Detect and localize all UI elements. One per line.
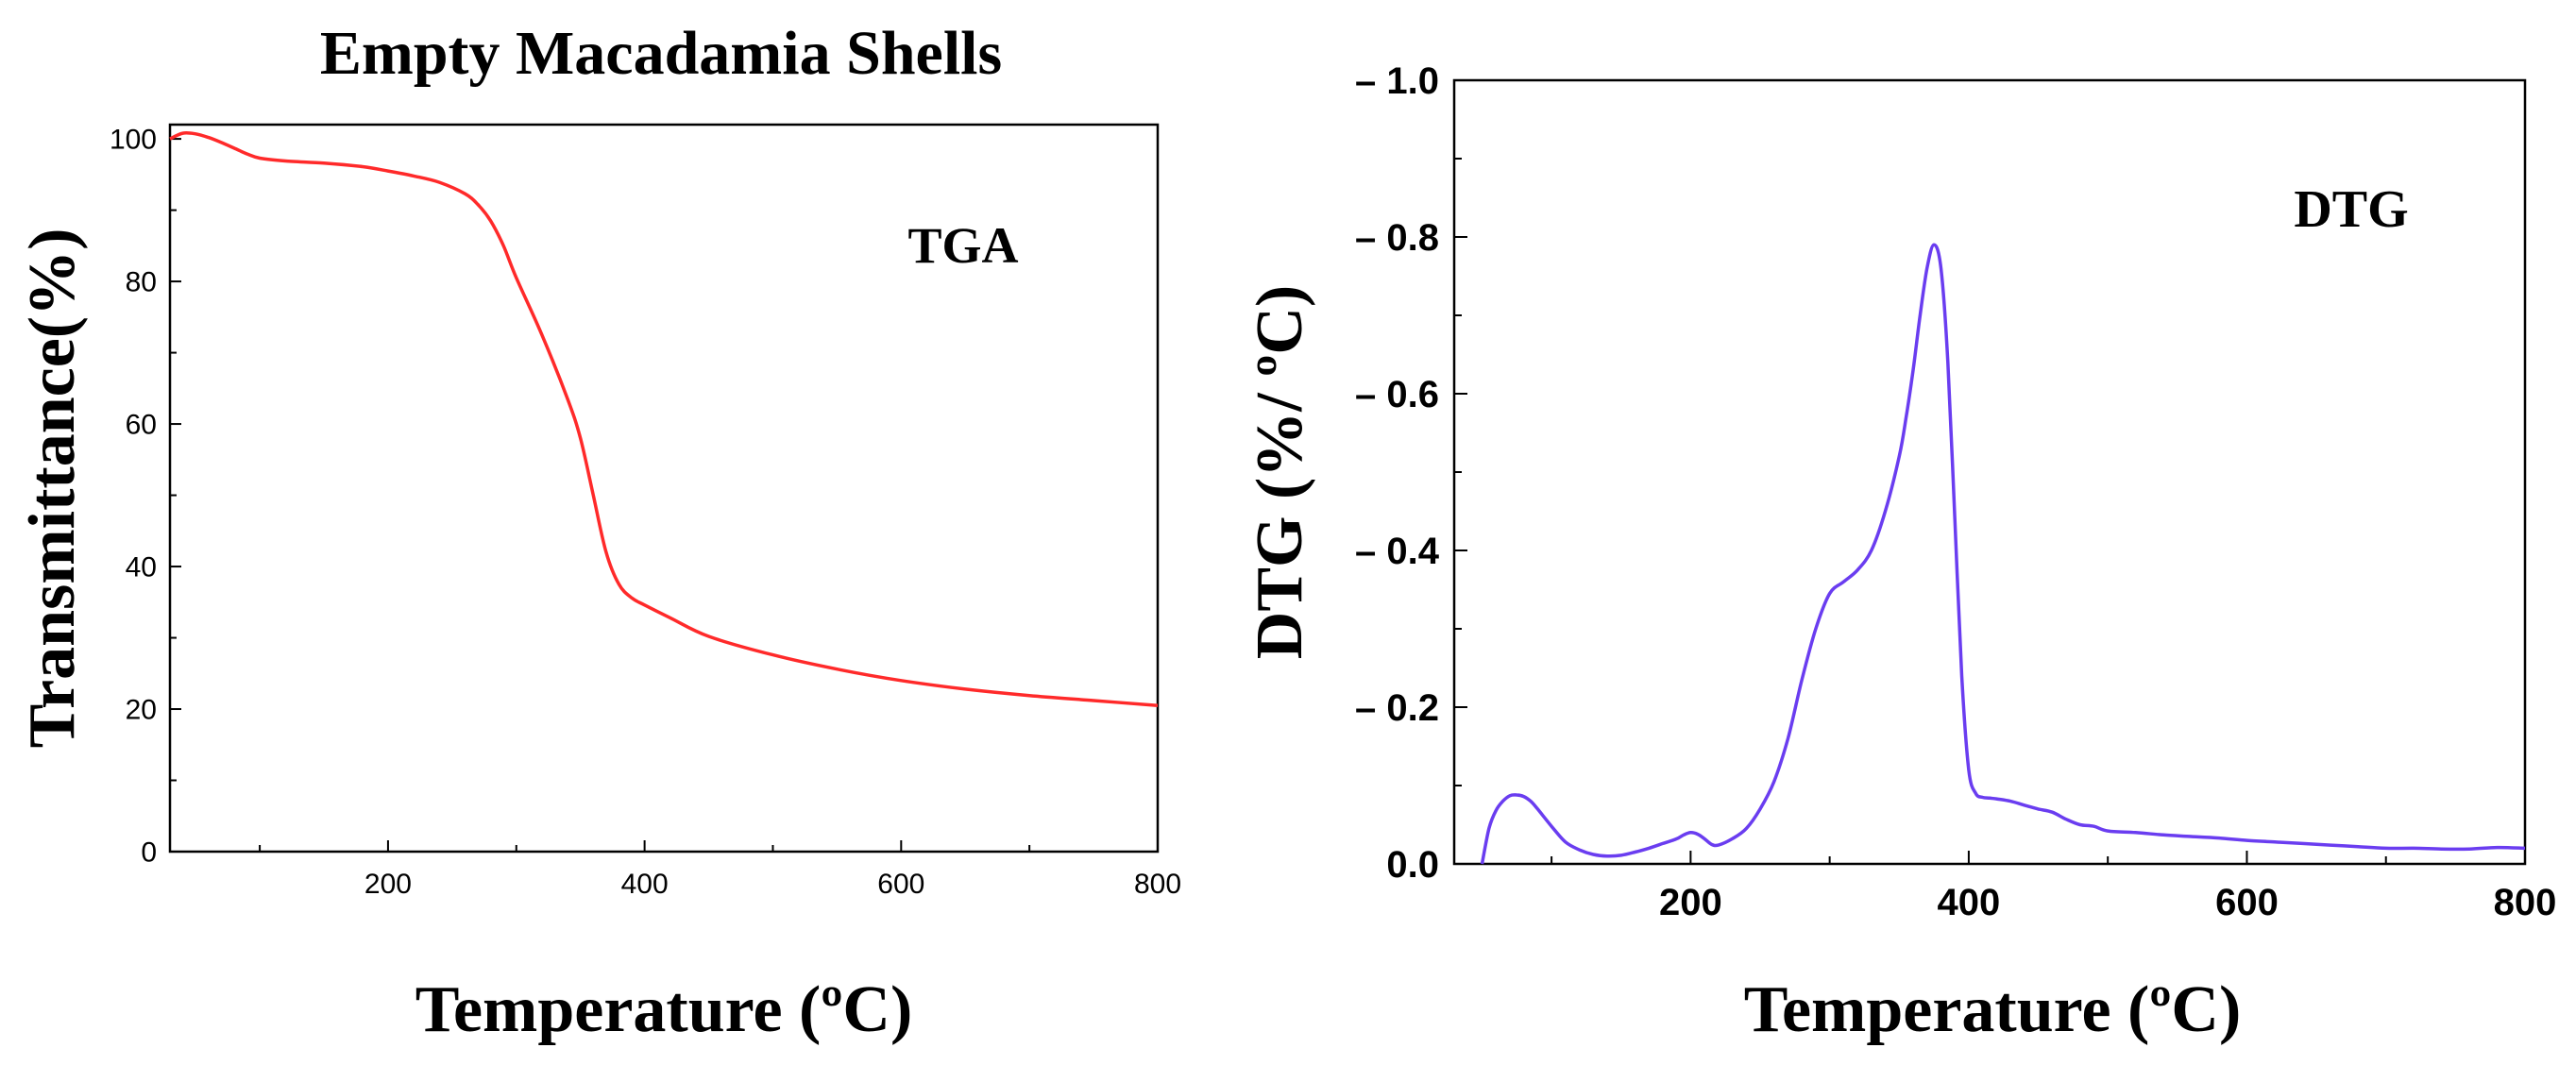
x-tick-label: 400: [621, 869, 669, 900]
y-tick-label: – 1.0: [1355, 60, 1439, 102]
x-tick-label: 400: [1938, 882, 2001, 923]
x-tick-label: 800: [1134, 869, 1181, 900]
y-tick-label: 0.0: [1386, 844, 1439, 886]
y-tick-label: – 0.2: [1355, 687, 1439, 729]
x-tick-label: 800: [2494, 882, 2557, 923]
y-tick-label: 80: [126, 267, 157, 298]
y-tick-label: 40: [126, 552, 157, 583]
y-tick-label: – 0.6: [1355, 374, 1439, 415]
dtg-chart: 200 400 600 800 0.0 – 0.2 – 0.4 – 0.6 – 0.8 – 1.0…: [1244, 60, 2556, 1046]
dtg-y-axis-label: DTG (%/ ºC): [1244, 285, 1316, 659]
y-tick-label: 100: [110, 125, 157, 156]
dtg-x-axis-label: Temperature (ºC): [1744, 973, 2242, 1046]
dtg-series-line: [1480, 243, 2526, 865]
tga-x-axis-label: Temperature (ºC): [415, 973, 913, 1046]
tga-annotation: TGA: [907, 217, 1018, 274]
y-tick-label: – 0.8: [1355, 217, 1439, 259]
x-tick-label: 200: [364, 869, 412, 900]
tga-series-line: [169, 130, 1159, 707]
y-tick-label: 20: [126, 695, 157, 726]
tga-chart: 200 400 600 800 0 20 40 60 80 100 TGA Temperature…: [16, 123, 1181, 1046]
tga-plot-frame: [168, 123, 1160, 854]
tga-y-axis-label: Transmittance(%): [16, 228, 89, 749]
x-tick-label: 600: [877, 869, 924, 900]
y-tick-label: 0: [141, 837, 157, 869]
x-tick-label: 600: [2215, 882, 2279, 923]
y-tick-label: – 0.4: [1355, 531, 1440, 572]
y-tick-label: 60: [126, 410, 157, 441]
figure-title: Empty Macadamia Shells: [320, 19, 1002, 88]
dtg-annotation: DTG: [2294, 180, 2408, 239]
x-tick-label: 200: [1659, 882, 1722, 923]
